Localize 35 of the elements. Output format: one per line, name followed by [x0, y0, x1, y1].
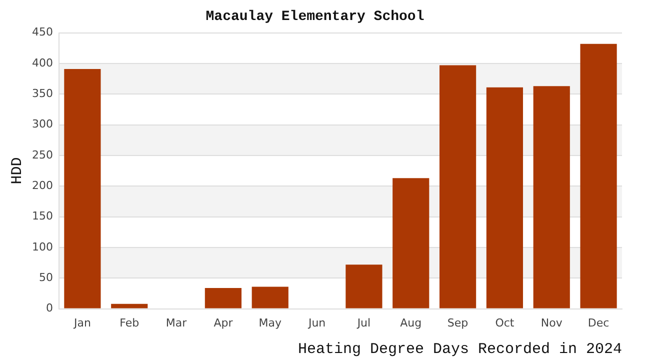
y-tick-label: 200 [32, 178, 53, 192]
x-tick-label: Apr [214, 316, 234, 330]
bar [64, 68, 101, 308]
x-tick-label: Oct [495, 316, 515, 330]
y-tick-label: 0 [46, 302, 53, 315]
bar [252, 286, 288, 308]
y-tick-label: 350 [32, 86, 53, 100]
bar [486, 87, 524, 308]
y-axis-title: HDD [8, 157, 26, 184]
chart-title: Macaulay Elementary School [206, 8, 424, 25]
bar [204, 288, 242, 308]
x-tick-label: Feb [120, 316, 140, 330]
x-tick-label: Aug [400, 316, 422, 330]
y-tick-label: 50 [38, 270, 53, 284]
y-tick-label: 100 [32, 240, 53, 254]
x-axis-title: Heating Degree Days Recorded in 2024 [298, 340, 622, 358]
x-tick-label: Jan [72, 316, 91, 330]
bar [439, 65, 476, 308]
x-tick-label: Jul [356, 316, 371, 330]
bar [392, 178, 430, 308]
x-tick-label: Jun [307, 316, 326, 330]
y-tick-label: 450 [32, 26, 53, 39]
x-tick-label: Mar [166, 316, 188, 330]
y-tick-label: 300 [32, 118, 53, 131]
x-tick-label: May [258, 316, 282, 330]
bar [111, 304, 148, 308]
bar [580, 44, 617, 308]
bar [533, 86, 570, 308]
x-tick-label: Dec [588, 316, 610, 330]
x-tick-label: Sep [447, 316, 468, 330]
y-tick-label: 150 [32, 210, 53, 223]
x-tick-label: Nov [540, 316, 563, 330]
y-tick-label: 400 [32, 56, 53, 70]
bar [346, 264, 382, 308]
y-tick-label: 250 [32, 148, 53, 162]
